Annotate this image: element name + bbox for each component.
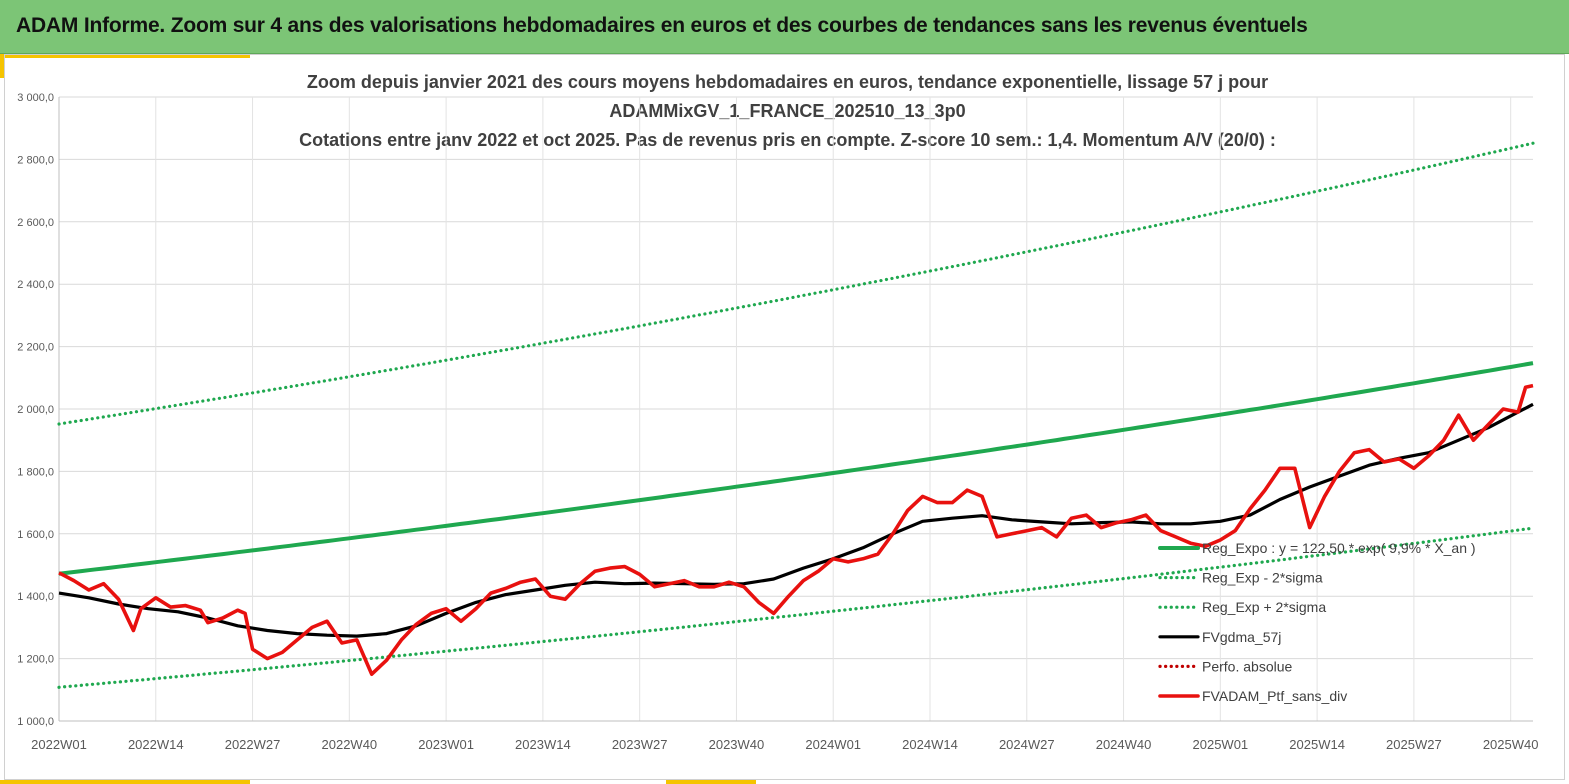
x-tick-label: 2022W01	[31, 737, 87, 752]
y-tick-label: 3 000,0	[17, 92, 54, 104]
chart-frame	[4, 54, 1565, 780]
accent-bar-top-left	[0, 54, 250, 58]
x-tick-label: 2023W14	[515, 737, 571, 752]
y-tick-label: 2 400,0	[17, 279, 54, 291]
x-tick-label: 2025W27	[1386, 737, 1442, 752]
x-tick-label: 2022W14	[128, 737, 184, 752]
y-tick-label: 2 600,0	[17, 217, 54, 229]
x-tick-label: 2025W01	[1193, 737, 1249, 752]
x-tick-label: 2024W01	[805, 737, 861, 752]
accent-bar-bottom-left	[0, 780, 250, 784]
x-tick-label: 2023W01	[418, 737, 474, 752]
legend-label: Reg_Expo : y = 122,50 * exp( 9,9% * X_an…	[1202, 540, 1476, 556]
y-tick-label: 1 800,0	[17, 466, 54, 478]
legend-label: FVgdma_57j	[1202, 629, 1281, 645]
x-tick-label: 2022W40	[322, 737, 378, 752]
series-reg-expo	[58, 361, 1534, 576]
y-tick-label: 1 400,0	[17, 591, 54, 603]
accent-bar-left	[0, 54, 4, 78]
x-tick-label: 2024W14	[902, 737, 958, 752]
y-tick-label: 1 200,0	[17, 654, 54, 666]
x-tick-label: 2023W27	[612, 737, 668, 752]
y-tick-label: 1 600,0	[17, 529, 54, 541]
y-tick-label: 2 800,0	[17, 154, 54, 166]
legend-label: Perfo. absolue	[1202, 658, 1292, 674]
series-reg-exp-minus-2sigma	[57, 526, 1535, 689]
x-tick-label: 2025W14	[1289, 737, 1345, 752]
x-tick-label: 2022W27	[225, 737, 281, 752]
accent-bar-bottom-middle	[666, 780, 756, 784]
x-tick-label: 2024W40	[1096, 737, 1152, 752]
y-tick-label: 1 000,0	[17, 716, 54, 728]
x-tick-label: 2025W40	[1483, 737, 1539, 752]
chart-title-line-2: ADAMMixGV_1_FRANCE_202510_13_3p0	[609, 101, 966, 121]
x-tick-label: 2024W27	[999, 737, 1055, 752]
report-title: ADAM Informe. Zoom sur 4 ans des valoris…	[16, 14, 1308, 37]
series-fvadam-ptf-sans-div	[58, 383, 1534, 676]
chart-title-line-1: Zoom depuis janvier 2021 des cours moyen…	[306, 72, 1269, 92]
legend-label: FVADAM_Ptf_sans_div	[1202, 688, 1347, 704]
legend-label: Reg_Exp - 2*sigma	[1202, 570, 1323, 586]
title-banner: ADAM Informe. Zoom sur 4 ans des valoris…	[0, 0, 1569, 54]
x-tick-label: 2023W40	[709, 737, 765, 752]
y-tick-label: 2 000,0	[17, 404, 54, 416]
y-tick-label: 2 200,0	[17, 342, 54, 354]
series-reg-exp-plus-2sigma	[57, 141, 1535, 426]
legend-label: Reg_Exp + 2*sigma	[1202, 599, 1326, 615]
